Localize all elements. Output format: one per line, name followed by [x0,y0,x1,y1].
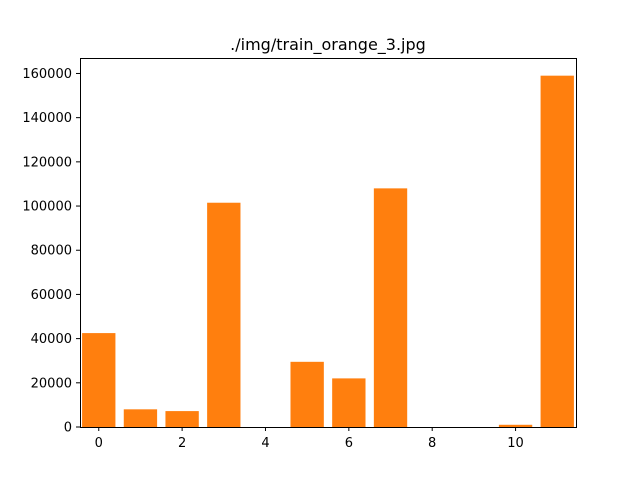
bar-7 [373,188,408,427]
chart-title: ./img/train_orange_3.jpg [230,35,426,55]
y-tick-label: 120000 [22,155,72,170]
plot-frame [80,58,577,428]
x-tick-label: 10 [507,436,524,451]
x-tick-label: 4 [261,436,269,451]
y-axis: 0 20000 40000 60000 80000 100000 120000 140000 1… [22,67,80,436]
bar-11 [540,75,574,428]
x-tick-label: 0 [95,436,103,451]
bar-10 [498,424,533,427]
bar-5 [290,361,324,427]
x-tick-label: 8 [428,436,436,451]
y-tick-label: 40000 [31,332,72,347]
bar-0 [82,333,116,427]
bar-6 [332,378,366,427]
x-tick-label: 2 [178,436,186,451]
y-tick-label: 60000 [31,288,72,303]
y-tick-label: 140000 [22,111,72,126]
y-tick-label: 160000 [22,67,72,82]
bar-2 [165,411,199,427]
x-tick-label: 6 [345,436,353,451]
y-tick-label: 80000 [31,244,72,259]
y-tick-label: 20000 [31,376,72,391]
bar-3 [207,202,241,427]
bar-1 [123,409,158,427]
y-tick-label: 0 [64,421,72,436]
x-axis: 0 2 4 6 8 10 [95,427,524,451]
y-tick-label: 100000 [22,200,72,215]
bars-group [82,75,574,428]
